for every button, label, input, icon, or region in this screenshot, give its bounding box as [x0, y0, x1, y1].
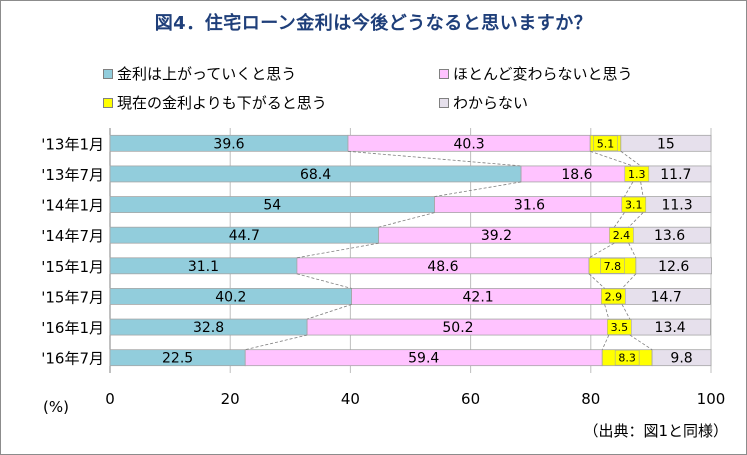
chart-title: 図4．住宅ローン金利は今後どうなると思いますか？ [154, 13, 593, 34]
source-note: （出典：図1と同様） [583, 422, 728, 440]
legend-label-rise: 金利は上がっていくと思う [117, 65, 297, 83]
legend-swatch-unchanged [439, 68, 449, 79]
value-label-1-7: 59.4 [408, 351, 439, 367]
value-label-1-5: 42.1 [463, 289, 494, 305]
legend-item-fall: 現在の金利よりも下がると思う [103, 92, 327, 113]
value-label-0-0: 39.6 [213, 136, 244, 152]
category-label-6: '16年1月 [41, 319, 104, 337]
legend-label-unknown: わからない [453, 94, 529, 112]
legend-swatch-fall [103, 97, 113, 108]
x-tick-label-0: 0 [105, 390, 115, 408]
value-label-3-4: 12.6 [658, 259, 689, 275]
series-line-1-0 [590, 150, 633, 167]
category-label-3: '14年7月 [41, 227, 104, 245]
value-label-bg-2-2 [621, 196, 647, 213]
x-tick-label-2: 40 [341, 390, 360, 408]
legend-item-unknown: わからない [439, 92, 528, 113]
value-label-2-6: 3.5 [611, 321, 629, 334]
value-label-2-5: 2.9 [605, 290, 623, 303]
value-label-bg-2-4 [600, 258, 625, 274]
x-tick-label-3: 60 [461, 390, 480, 408]
value-label-bg-2-1 [624, 166, 650, 182]
value-label-0-1: 68.4 [300, 167, 331, 183]
category-label-4: '15年1月 [41, 258, 104, 276]
legend-label-unchanged: ほとんど変わらないと思う [453, 65, 633, 83]
value-label-0-2: 54 [263, 198, 281, 214]
value-label-2-2: 3.1 [625, 199, 643, 212]
x-axis-unit: (%) [43, 398, 69, 416]
series-line-2-4 [621, 273, 637, 289]
value-label-3-2: 11.3 [661, 198, 692, 214]
value-label-3-1: 11.7 [660, 167, 691, 183]
value-label-2-4: 7.8 [604, 260, 622, 273]
series-line-0-5 [307, 304, 352, 320]
value-label-3-5: 14.7 [651, 289, 682, 305]
value-label-0-3: 44.7 [229, 228, 260, 244]
series-line-1-1 [624, 181, 634, 197]
value-label-1-0: 40.3 [454, 136, 485, 152]
series-line-1-6 [601, 334, 610, 350]
legend-item-unchanged: ほとんど変わらないと思う [439, 63, 633, 84]
series-line-1-5 [604, 304, 610, 320]
value-label-bg-2-5 [601, 288, 626, 305]
series-line-0-0 [347, 150, 522, 167]
value-label-3-7: 9.8 [670, 351, 692, 367]
bar-3-7 [651, 349, 712, 367]
value-label-0-4: 31.1 [188, 259, 219, 275]
series-line-2-0 [620, 150, 641, 167]
series-line-0-1 [434, 181, 522, 197]
value-label-2-3: 2.4 [613, 229, 631, 242]
series-line-2-6 [629, 334, 653, 351]
category-label-1: '13年7月 [41, 166, 104, 184]
value-label-2-7: 8.3 [618, 352, 636, 365]
value-label-2-1: 1.3 [628, 168, 646, 181]
series-line-2-3 [628, 243, 637, 258]
series-line-1-2 [613, 212, 625, 228]
legend-swatch-rise [103, 68, 113, 79]
series-line-1-4 [588, 273, 605, 289]
series-line-0-6 [245, 334, 308, 351]
value-label-3-6: 13.4 [655, 320, 686, 336]
value-label-1-2: 31.6 [514, 198, 545, 214]
series-line-0-2 [378, 212, 435, 228]
category-label-2: '14年1月 [41, 197, 104, 215]
series-line-1-3 [588, 242, 615, 259]
legend-item-rise: 金利は上がっていくと思う [103, 63, 296, 84]
value-label-3-3: 13.6 [654, 228, 685, 244]
value-label-bg-2-7 [614, 349, 640, 366]
series-line-0-3 [296, 242, 379, 259]
value-label-1-1: 18.6 [561, 167, 592, 183]
value-label-1-6: 50.2 [442, 320, 473, 336]
value-label-bg-2-0 [593, 135, 618, 152]
series-line-2-1 [640, 181, 644, 197]
legend-label-fall: 現在の金利よりも下がると思う [117, 94, 327, 112]
x-tick-label-1: 20 [221, 390, 240, 408]
series-line-2-5 [621, 304, 631, 320]
value-label-3-0: 15 [657, 136, 675, 152]
value-label-0-6: 32.8 [193, 320, 224, 336]
value-label-0-5: 40.2 [215, 289, 246, 305]
value-label-2-0: 5.1 [597, 137, 615, 150]
category-label-7: '16年7月 [41, 350, 104, 368]
x-tick-label-5: 100 [697, 390, 726, 408]
series-line-0-4 [296, 273, 352, 289]
series-line-2-2 [628, 212, 644, 228]
value-label-0-7: 22.5 [162, 351, 193, 367]
legend-swatch-unknown [439, 97, 449, 108]
value-label-bg-2-6 [607, 319, 632, 335]
bar-3-0 [620, 134, 712, 152]
x-tick-label-4: 80 [581, 390, 600, 408]
value-label-bg-2-3 [609, 227, 634, 243]
value-label-1-4: 48.6 [427, 259, 458, 275]
category-label-5: '15年7月 [41, 288, 104, 306]
bar-3-4 [635, 257, 713, 275]
value-label-1-3: 39.2 [481, 228, 512, 244]
category-label-0: '13年1月 [41, 135, 104, 153]
